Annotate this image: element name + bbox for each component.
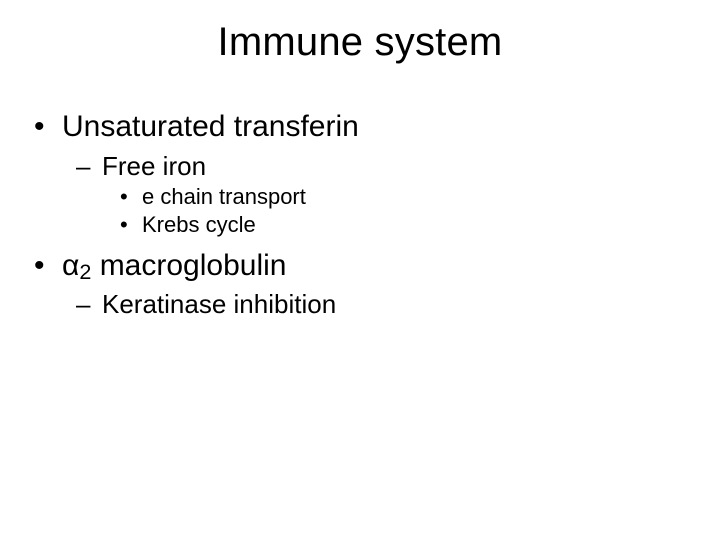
alpha-text: α <box>62 249 79 282</box>
slide-content: Unsaturated transferin Free iron e chain… <box>34 108 680 323</box>
bullet-l3: e chain transport <box>34 184 680 210</box>
bullet-l1: α2 macroglobulin <box>34 247 680 285</box>
slide-title: Immune system <box>0 20 720 65</box>
bullet-l3: Krebs cycle <box>34 212 680 238</box>
macroglobulin-text: macroglobulin <box>91 249 286 282</box>
bullet-l1: Unsaturated transferin <box>34 108 680 146</box>
bullet-l2: Free iron <box>34 150 680 183</box>
slide: Immune system Unsaturated transferin Fre… <box>0 0 720 540</box>
bullet-l2: Keratinase inhibition <box>34 288 680 321</box>
subscript-text: 2 <box>79 259 91 284</box>
